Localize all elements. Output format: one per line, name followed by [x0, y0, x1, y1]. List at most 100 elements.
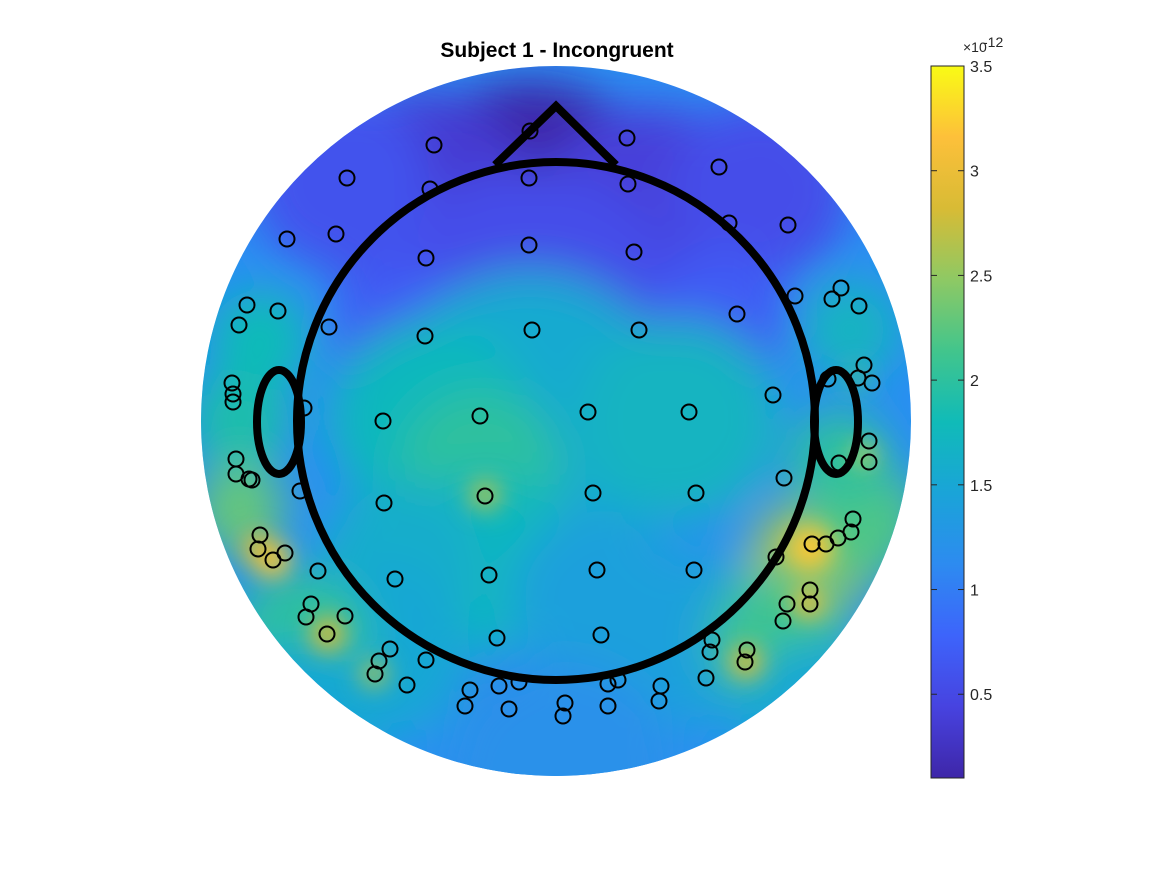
electrode-marker: [775, 469, 793, 487]
electrode-marker: [584, 484, 602, 502]
electrode-marker: [819, 370, 837, 388]
electrode-marker: [269, 302, 287, 320]
colorbar-multiplier: ×10: [963, 39, 987, 55]
electrode-marker: [701, 643, 719, 661]
colorbar: 0.5 1 1.5 2 2.5 3 3.5 ×10 -12: [930, 34, 1003, 779]
electrode-marker: [366, 665, 384, 683]
heatmap-region: [201, 370, 290, 470]
heatmap-hot-spot: [792, 587, 824, 619]
electrode-marker: [823, 290, 841, 308]
electrode-marker: [599, 675, 617, 693]
electrode-marker: [223, 374, 241, 392]
heatmap-hot-spot: [469, 479, 501, 511]
electrode-marker: [471, 407, 489, 425]
left-ear-outline: [253, 366, 305, 478]
head-outline: [253, 100, 862, 684]
electrode-marker: [556, 694, 574, 712]
electrode-marker: [336, 607, 354, 625]
electrode-marker: [832, 279, 850, 297]
electrode-marker: [767, 548, 785, 566]
colorbar-tick-label: 3: [970, 164, 979, 181]
colorbar-gradient: [930, 65, 965, 779]
electrode-marker: [521, 122, 539, 140]
electrode-marker: [554, 707, 572, 725]
colorbar-tick-label: 1.5: [970, 478, 992, 495]
heatmap-hot-spot: [854, 445, 874, 465]
electrode-marker: [863, 374, 881, 392]
electrode-marker: [520, 169, 538, 187]
electrode-marker: [374, 412, 392, 430]
electrode-marker: [685, 561, 703, 579]
colorbar-tick-label: 3.5: [970, 59, 992, 76]
electrode-marker: [425, 136, 443, 154]
electrode-marker: [327, 225, 345, 243]
electrode-marker: [850, 297, 868, 315]
heatmap-hot-spot: [360, 660, 388, 688]
electrode-marker: [830, 454, 848, 472]
heatmap-region: [670, 100, 850, 280]
heatmap-hot-spot: [730, 646, 762, 678]
electrode-marker: [500, 700, 518, 718]
electrode-marker: [295, 399, 313, 417]
electrode-marker: [456, 697, 474, 715]
electrode-markers: [223, 122, 881, 725]
electrode-marker: [381, 640, 399, 658]
heatmap-region: [740, 640, 900, 776]
electrode-marker: [276, 544, 294, 562]
electrode-marker: [728, 305, 746, 323]
electrode-marker: [779, 216, 797, 234]
electrode-marker: [687, 484, 705, 502]
electrode-marker: [421, 180, 439, 198]
electrode-marker: [630, 321, 648, 339]
electrode-marker: [860, 432, 878, 450]
heatmap-region: [800, 280, 900, 380]
electrode-marker: [710, 158, 728, 176]
right-ear-outline: [810, 366, 862, 478]
electrode-marker: [243, 471, 261, 489]
electrode-marker: [461, 681, 479, 699]
electrode-marker: [230, 316, 248, 334]
electrode-marker: [520, 236, 538, 254]
electrode-marker: [703, 631, 721, 649]
colorbar-tick-label: 2: [970, 373, 979, 390]
electrode-marker: [476, 487, 494, 505]
electrode-marker: [338, 169, 356, 187]
electrode-marker: [736, 653, 754, 671]
electrode-marker: [490, 677, 508, 695]
electrode-marker: [599, 697, 617, 715]
electrode-marker: [523, 321, 541, 339]
electrode-marker: [801, 595, 819, 613]
heatmap-region: [210, 290, 310, 390]
electrode-marker: [297, 608, 315, 626]
electrode-marker: [318, 625, 336, 643]
electrode-marker: [249, 540, 267, 558]
electrode-marker: [778, 595, 796, 613]
electrode-marker: [720, 214, 738, 232]
heatmap-region: [440, 660, 680, 776]
electrode-marker: [417, 249, 435, 267]
electrode-marker: [738, 641, 756, 659]
colorbar-tick-label: 1: [970, 583, 979, 600]
electrode-marker: [774, 612, 792, 630]
electrode-marker: [309, 562, 327, 580]
electrode-marker: [375, 494, 393, 512]
electrode-marker: [291, 482, 309, 500]
electrode-marker: [416, 327, 434, 345]
heatmap-hot-spot: [242, 532, 274, 564]
electrode-marker: [625, 243, 643, 261]
electrode-marker: [238, 296, 256, 314]
electrode-marker: [386, 570, 404, 588]
electrode-marker: [417, 651, 435, 669]
colorbar-tick-label: 2.5: [970, 268, 992, 285]
chart-title: Subject 1 - Incongruent: [440, 39, 673, 62]
electrode-marker: [398, 676, 416, 694]
electrode-marker: [488, 629, 506, 647]
heatmap-region: [580, 320, 780, 520]
colorbar-exponent-value: -12: [983, 34, 1003, 50]
heatmap-hot-spot: [788, 526, 832, 570]
electrode-marker: [480, 566, 498, 584]
electrode-marker: [680, 403, 698, 421]
electrode-marker: [618, 129, 636, 147]
electrode-marker: [844, 510, 862, 528]
